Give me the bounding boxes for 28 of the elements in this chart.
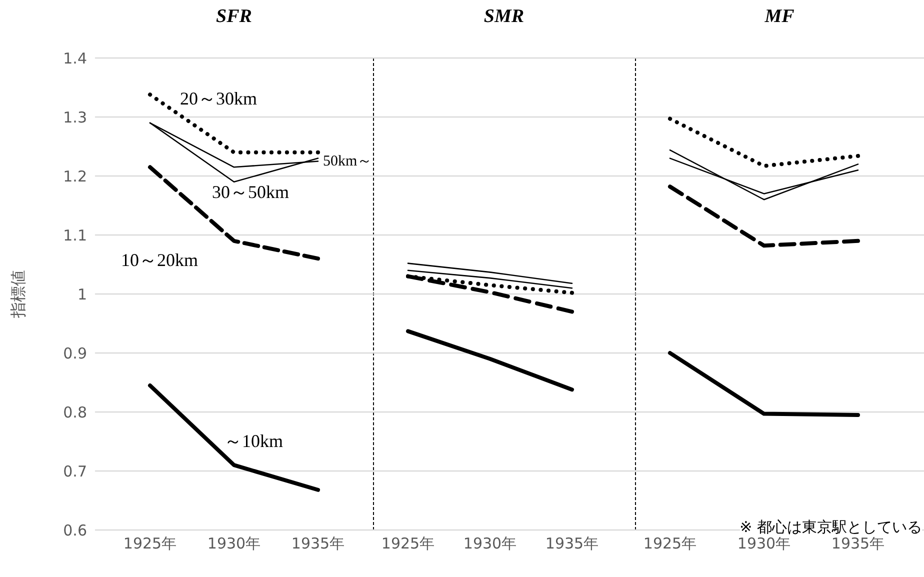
y-axis-title: 指標値 xyxy=(8,270,28,319)
y-tick-label: 1.3 xyxy=(63,108,87,126)
series-label: ～10km xyxy=(224,431,284,452)
y-tick-label: 1.4 xyxy=(63,49,87,68)
chart-title: SFR xyxy=(215,6,253,28)
x-tick-label: 1925年 xyxy=(643,534,697,553)
series-label: 30～50km xyxy=(212,182,290,202)
chart-title: SMR xyxy=(482,6,526,28)
y-tick-label: 1.2 xyxy=(63,167,87,186)
y-tick-label: 0.8 xyxy=(63,403,87,422)
x-tick-label: 1935年 xyxy=(831,534,885,553)
series-label: 50km～ xyxy=(323,153,372,170)
y-tick-label: 1 xyxy=(77,285,87,304)
x-tick-label: 1930年 xyxy=(463,534,517,553)
x-tick-label: 1930年 xyxy=(207,534,261,553)
x-tick-label: 1935年 xyxy=(545,534,599,553)
y-tick-label: 0.7 xyxy=(63,462,87,480)
y-tick-label: 1.1 xyxy=(63,226,87,244)
chart-title: MF xyxy=(764,6,796,28)
x-tick-label: 1925年 xyxy=(381,534,435,553)
x-tick-label: 1930年 xyxy=(737,534,791,553)
y-tick-label: 0.9 xyxy=(63,344,87,362)
x-tick-label: 1935年 xyxy=(291,534,345,553)
y-tick-label: 0.6 xyxy=(63,521,87,540)
annotation: ※ 都心は東京駅としている xyxy=(740,518,922,537)
x-tick-label: 1925年 xyxy=(123,534,177,553)
series-label: 10～20km xyxy=(121,250,198,270)
series-label: 20～30km xyxy=(180,88,258,109)
